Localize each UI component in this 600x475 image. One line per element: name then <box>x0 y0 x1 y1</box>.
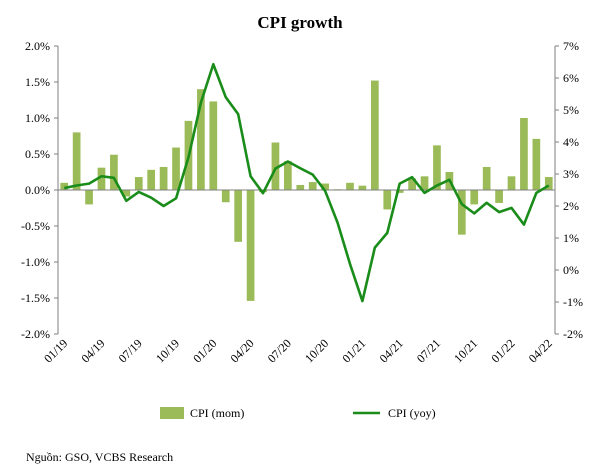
x-tick-label: 10/21 <box>451 336 480 365</box>
yoy-line-group <box>63 62 550 303</box>
mom-bar <box>60 182 69 190</box>
x-tick-label: 04/21 <box>377 336 406 365</box>
mom-bar <box>159 166 168 190</box>
yoy-line <box>63 62 550 303</box>
mom-bar <box>296 184 305 190</box>
mom-bar <box>271 142 280 190</box>
x-tick-label: 01/20 <box>190 336 219 365</box>
mom-bar <box>507 176 516 190</box>
right-tick-label: 4% <box>563 135 579 149</box>
mom-bar <box>284 161 292 190</box>
mom-bar <box>72 132 81 190</box>
mom-bar <box>420 176 429 190</box>
mom-bars <box>60 80 553 301</box>
cpi-chart: CPI growth 2.0% 1.5% 1.0% 0.5% 0.0% -0.5% -1.0… <box>21 13 583 420</box>
right-tick-label: 1% <box>563 231 579 245</box>
mom-bar <box>383 190 392 210</box>
legend-swatch-mom <box>160 407 184 419</box>
mom-bar <box>532 138 541 190</box>
mom-bar <box>457 190 466 235</box>
mom-bar <box>395 190 404 193</box>
right-tick-label: 2% <box>563 199 579 213</box>
left-tick-label: 0.5% <box>25 147 50 161</box>
x-tick-label: 10/20 <box>302 336 331 365</box>
mom-bar <box>172 147 180 190</box>
mom-bar <box>134 177 143 190</box>
mom-bar <box>358 185 367 190</box>
right-tick-label: -1% <box>563 295 583 309</box>
left-tick-label: 1.5% <box>25 75 50 89</box>
x-tick-label: 04/20 <box>227 336 256 365</box>
right-y-axis: 7% 6% 5% 4% 3% 2% 1% 0% -1% -2% <box>554 39 583 341</box>
right-tick-label: 5% <box>563 103 579 117</box>
right-tick-label: 0% <box>563 263 579 277</box>
right-tick-label: 6% <box>563 71 579 85</box>
x-axis-labels: 01/19 04/19 07/19 10/19 01/20 04/20 07/20 10/20… <box>41 336 555 365</box>
left-tick-label: -1.0% <box>21 255 50 269</box>
left-tick-label: -0.5% <box>21 219 50 233</box>
source-note: Nguồn: GSO, VCBS Research <box>26 450 174 464</box>
mom-bar <box>85 190 93 205</box>
x-tick-label: 04/22 <box>526 336 555 365</box>
left-tick-label: -1.5% <box>21 291 50 305</box>
mom-bar <box>246 190 255 301</box>
mom-bar <box>321 183 329 190</box>
mom-bar <box>308 182 317 190</box>
mom-bar <box>147 169 156 190</box>
mom-bar <box>197 89 205 190</box>
left-tick-label: 1.0% <box>25 111 50 125</box>
left-y-axis: 2.0% 1.5% 1.0% 0.5% 0.0% -0.5% -1.0% -1.5% -2.0% <box>21 39 59 341</box>
mom-bar <box>495 190 503 203</box>
legend-label-mom: CPI (mom) <box>190 406 244 420</box>
mom-bar <box>370 80 379 190</box>
right-tick-label: 3% <box>563 167 579 181</box>
mom-bar <box>544 177 553 190</box>
mom-bar <box>520 118 528 190</box>
mom-bar <box>122 190 131 197</box>
x-tick-label: 01/22 <box>488 336 517 365</box>
mom-bar <box>97 167 106 190</box>
mom-bar <box>234 190 243 242</box>
mom-bar <box>346 182 354 190</box>
x-tick-label: 01/21 <box>339 336 368 365</box>
left-tick-label: -2.0% <box>21 327 50 341</box>
x-tick-label: 07/21 <box>414 336 443 365</box>
right-tick-label: 7% <box>563 39 579 53</box>
x-tick-label: 10/19 <box>153 336 182 365</box>
mom-bar <box>408 178 416 190</box>
left-tick-label: 2.0% <box>25 39 50 53</box>
chart-title: CPI growth <box>257 13 343 32</box>
mom-bar <box>433 145 441 190</box>
legend-label-yoy: CPI (yoy) <box>388 406 436 420</box>
legend: CPI (mom) CPI (yoy) <box>160 406 436 420</box>
mom-bar <box>209 101 218 190</box>
mom-bar <box>482 166 491 190</box>
mom-bar <box>470 190 479 205</box>
mom-bar <box>110 154 118 190</box>
x-tick-label: 07/19 <box>116 336 145 365</box>
right-tick-label: -2% <box>563 327 583 341</box>
x-tick-label: 04/19 <box>78 336 107 365</box>
mom-bar <box>221 190 230 203</box>
left-tick-label: 0.0% <box>25 183 50 197</box>
x-tick-label: 07/20 <box>265 336 294 365</box>
